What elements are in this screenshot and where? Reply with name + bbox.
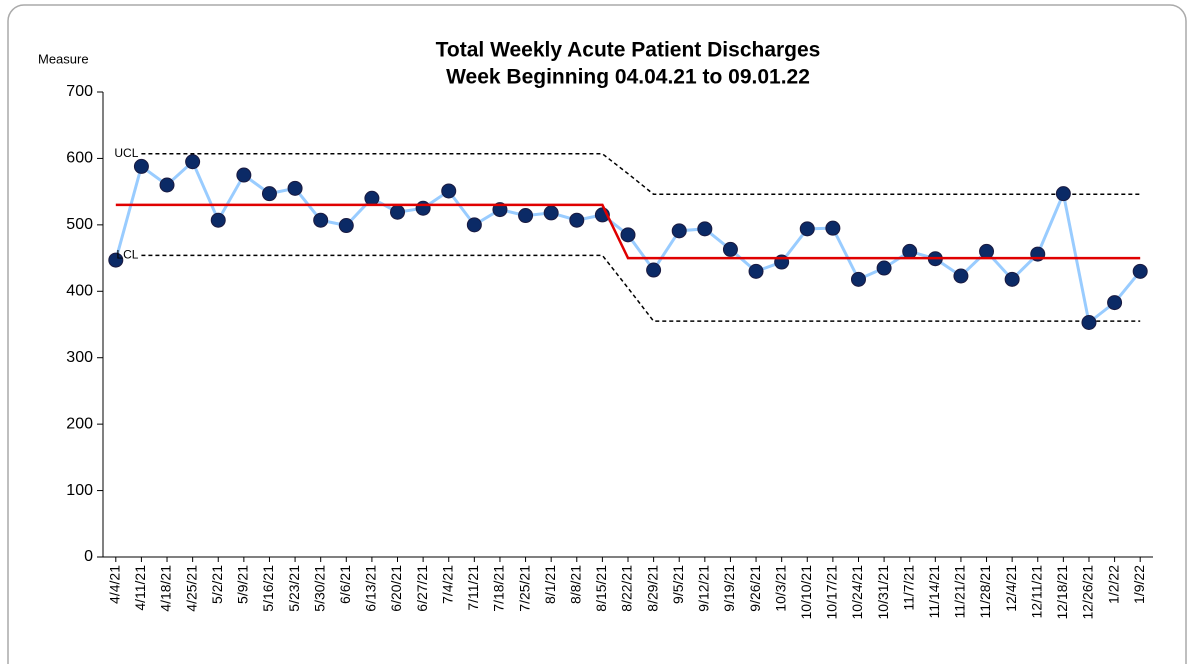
y-tick-label: 400 bbox=[66, 283, 93, 300]
x-tick-label: 7/25/21 bbox=[516, 565, 532, 612]
x-tick-label: 4/18/21 bbox=[158, 565, 174, 612]
frame bbox=[7, 4, 1187, 664]
data-point bbox=[569, 212, 585, 228]
x-tick-label: 5/23/21 bbox=[286, 565, 302, 612]
x-tick-label: 9/5/21 bbox=[670, 565, 686, 604]
chart-subtitle: Week Beginning 04.04.21 to 09.01.22 bbox=[446, 66, 810, 89]
y-tick-label: 500 bbox=[66, 216, 93, 233]
data-point bbox=[108, 252, 124, 268]
y-tick-label: 100 bbox=[66, 482, 93, 499]
data-point bbox=[338, 218, 354, 234]
data-point bbox=[415, 200, 431, 216]
x-tick-label: 1/9/22 bbox=[1131, 565, 1147, 604]
x-tick-label: 9/12/21 bbox=[696, 565, 712, 612]
data-point bbox=[287, 180, 303, 196]
x-tick-label: 11/14/21 bbox=[926, 565, 942, 619]
data-point bbox=[210, 212, 226, 228]
data-point bbox=[825, 220, 841, 236]
x-tick-label: 6/27/21 bbox=[414, 565, 430, 612]
x-tick-label: 10/3/21 bbox=[772, 565, 788, 612]
x-tick-label: 10/31/21 bbox=[875, 565, 891, 620]
x-tick-label: 8/29/21 bbox=[644, 565, 660, 612]
data-point bbox=[261, 186, 277, 202]
data-point bbox=[441, 183, 457, 199]
x-tick-label: 9/19/21 bbox=[721, 565, 737, 612]
x-tick-label: 10/10/21 bbox=[798, 565, 814, 620]
data-point bbox=[518, 208, 534, 224]
x-tick-label: 7/4/21 bbox=[439, 565, 455, 604]
data-point bbox=[185, 154, 201, 170]
control-limit bbox=[141, 254, 1141, 322]
x-tick-label: 8/15/21 bbox=[593, 565, 609, 612]
data-point bbox=[902, 243, 918, 259]
data-point bbox=[979, 243, 995, 259]
data-point bbox=[671, 223, 687, 239]
x-tick-label: 4/4/21 bbox=[107, 565, 123, 604]
x-tick-label: 12/18/21 bbox=[1054, 565, 1070, 620]
data-point bbox=[748, 263, 764, 279]
x-tick-label: 5/2/21 bbox=[209, 565, 225, 604]
y-tick-label: 300 bbox=[66, 349, 93, 366]
annotation: UCL bbox=[114, 146, 138, 160]
data-point bbox=[953, 268, 969, 284]
data-point bbox=[1107, 295, 1123, 311]
data-point bbox=[133, 158, 149, 174]
x-tick-label: 12/11/21 bbox=[1028, 565, 1044, 619]
annotation: LCL bbox=[116, 248, 138, 262]
data-point bbox=[850, 271, 866, 287]
data-point bbox=[543, 205, 559, 221]
data-point bbox=[722, 241, 738, 257]
x-tick-label: 6/6/21 bbox=[337, 565, 353, 604]
y-tick-label: 200 bbox=[66, 415, 93, 432]
data-point bbox=[1004, 271, 1020, 287]
data-point bbox=[1055, 186, 1071, 202]
x-tick-label: 5/30/21 bbox=[311, 565, 327, 612]
x-tick-label: 4/11/21 bbox=[132, 565, 148, 611]
data-point bbox=[390, 204, 406, 220]
data-point bbox=[620, 227, 636, 243]
data-point bbox=[876, 260, 892, 276]
x-tick-label: 6/20/21 bbox=[388, 565, 404, 612]
data-point bbox=[364, 190, 380, 206]
data-point bbox=[236, 167, 252, 183]
x-tick-label: 12/4/21 bbox=[1003, 565, 1019, 612]
x-tick-label: 1/2/22 bbox=[1105, 565, 1121, 604]
x-tick-label: 8/22/21 bbox=[619, 565, 635, 612]
y-tick-label: 0 bbox=[84, 548, 93, 565]
x-tick-label: 5/16/21 bbox=[260, 565, 276, 612]
data-point bbox=[697, 221, 713, 237]
x-tick-label: 4/25/21 bbox=[183, 565, 199, 612]
center-line bbox=[115, 203, 1141, 260]
x-tick-label: 8/1/21 bbox=[542, 565, 558, 604]
data-point bbox=[159, 177, 175, 193]
data-point bbox=[313, 212, 329, 228]
x-tick-label: 10/17/21 bbox=[824, 565, 840, 620]
x-tick-label: 8/8/21 bbox=[567, 565, 583, 604]
x-tick-label: 11/21/21 bbox=[952, 565, 968, 619]
x-tick-label: 10/24/21 bbox=[849, 565, 865, 620]
x-tick-label: 12/26/21 bbox=[1080, 565, 1096, 620]
y-tick-label: 600 bbox=[66, 150, 93, 167]
y-axis-label: Measure bbox=[38, 51, 89, 66]
x-tick-label: 7/11/21 bbox=[465, 565, 481, 611]
data-point bbox=[1132, 263, 1148, 279]
x-tick-label: 11/28/21 bbox=[977, 565, 993, 619]
x-tick-label: 5/9/21 bbox=[235, 565, 251, 604]
x-tick-label: 11/7/21 bbox=[900, 565, 916, 611]
data-point bbox=[799, 221, 815, 237]
x-tick-label: 6/13/21 bbox=[363, 565, 379, 612]
data-point bbox=[646, 262, 662, 278]
y-tick-label: 700 bbox=[66, 83, 93, 100]
data-point bbox=[466, 217, 482, 233]
data-point bbox=[1081, 315, 1097, 331]
chart-title: Total Weekly Acute Patient Discharges bbox=[436, 39, 821, 62]
x-tick-label: 9/26/21 bbox=[747, 565, 763, 612]
x-tick-label: 7/18/21 bbox=[491, 565, 507, 612]
